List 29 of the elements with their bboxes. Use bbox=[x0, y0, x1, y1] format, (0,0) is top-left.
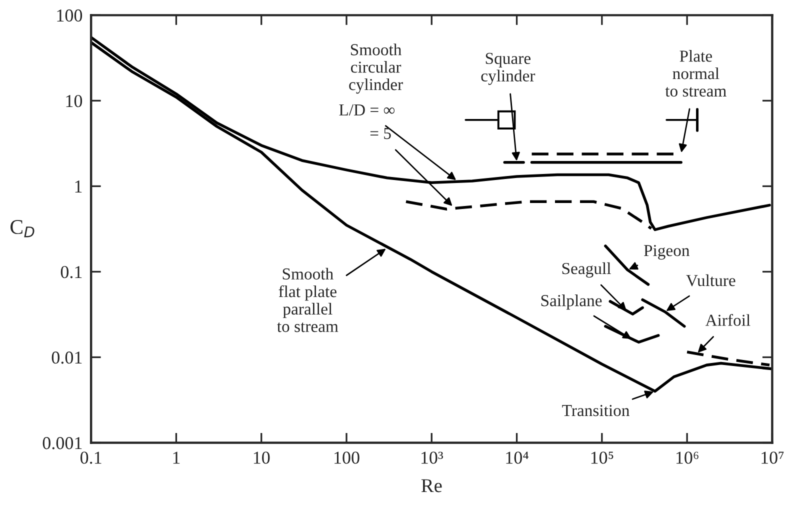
annotation: Airfoil bbox=[705, 314, 750, 326]
annotation: Pigeon bbox=[644, 244, 690, 260]
x-tick-label: 0.1 bbox=[80, 452, 102, 464]
y-tick-label: 1 bbox=[75, 180, 82, 192]
annotation: Sailplane bbox=[541, 294, 602, 310]
y-tick-label: 10 bbox=[66, 94, 82, 108]
annotation: Square cylinder bbox=[481, 52, 536, 85]
annotation: = 5 bbox=[370, 128, 391, 140]
y-tick-label: 0.1 bbox=[60, 266, 82, 278]
y-tick-label: 100 bbox=[57, 9, 82, 22]
annotation: Plate normal to stream bbox=[665, 50, 726, 97]
annotation: L/D = ∞ bbox=[339, 104, 395, 116]
annotation: Seagull bbox=[562, 262, 611, 278]
annotation: Smooth flat plate parallel to stream bbox=[277, 268, 338, 332]
x-tick-label: 10⁴ bbox=[506, 452, 528, 464]
x-tick-label: 10⁵ bbox=[591, 452, 614, 464]
y-tick-label: 0.001 bbox=[42, 437, 82, 450]
y-axis-title: C$_{D}$ bbox=[10, 220, 34, 238]
x-tick-label: 10⁷ bbox=[762, 452, 784, 464]
x-tick-label: 1 bbox=[173, 452, 180, 464]
x-tick-label: 100 bbox=[334, 452, 360, 464]
y-tick-label: 0.01 bbox=[52, 351, 82, 364]
annotation: Transition bbox=[562, 404, 630, 416]
annotation: Vulture bbox=[686, 274, 736, 286]
annotation: Smooth circular cylinder bbox=[349, 44, 403, 94]
x-tick-label: 10 bbox=[254, 452, 270, 464]
x-tick-label: 10⁶ bbox=[676, 452, 698, 464]
x-axis-title: Re bbox=[421, 479, 442, 492]
x-tick-label: 10³ bbox=[421, 452, 444, 464]
